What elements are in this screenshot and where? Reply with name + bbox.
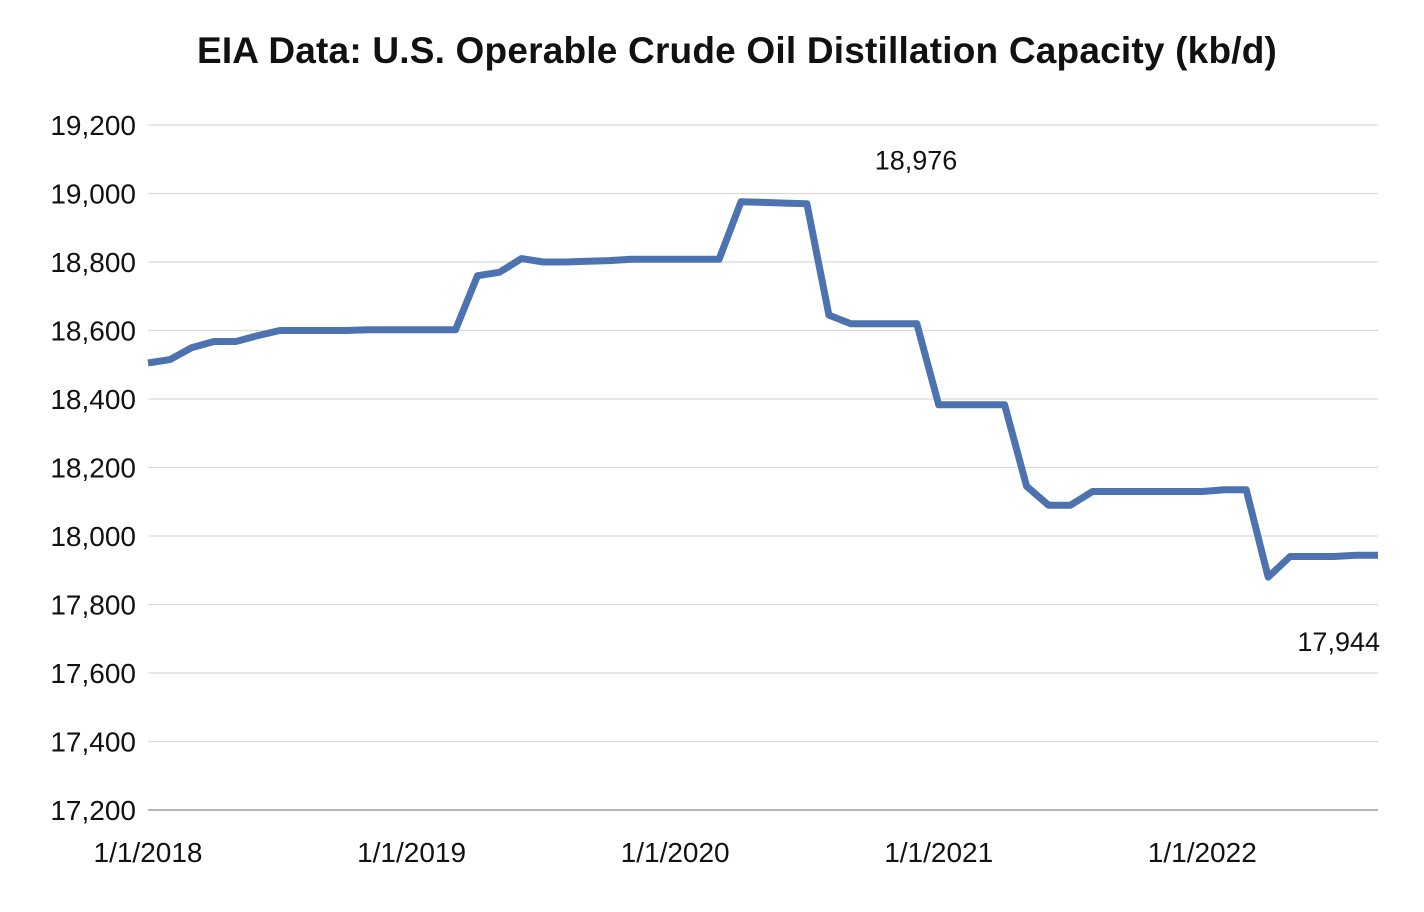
x-tick-label: 1/1/2021 [884,837,993,868]
y-tick-label: 19,000 [50,179,136,210]
y-tick-label: 18,800 [50,247,136,278]
y-axis-tick-labels: 17,200 17,400 17,600 17,800 18,000 18,200 18,4… [50,110,136,826]
x-tick-label: 1/1/2022 [1148,837,1257,868]
data-label: 18,976 [875,146,958,176]
y-tick-label: 17,800 [50,590,136,621]
x-tick-label: 1/1/2018 [94,837,203,868]
data-label: 17,944 [1297,627,1380,657]
series-layer [147,198,1378,581]
x-axis-tick-labels: 1/1/2018 1/1/2019 1/1/2020 1/1/2021 1/1/2022 [94,837,1257,868]
y-tick-label: 17,400 [50,727,136,758]
y-tick-label: 17,200 [50,795,136,826]
series-line-0 [147,198,1378,581]
annotation-layer: 18,976 17,944 [875,146,1380,657]
x-tick-label: 1/1/2020 [621,837,730,868]
chart-title: EIA Data: U.S. Operable Crude Oil Distil… [196,30,1278,71]
y-tick-label: 18,600 [50,316,136,347]
y-tick-label: 18,400 [50,384,136,415]
y-tick-label: 18,200 [50,453,136,484]
y-tick-label: 19,200 [50,110,136,141]
y-tick-label: 17,600 [50,658,136,689]
gridlines [148,124,1378,811]
y-tick-label: 18,000 [50,521,136,552]
x-tick-label: 1/1/2019 [357,837,466,868]
